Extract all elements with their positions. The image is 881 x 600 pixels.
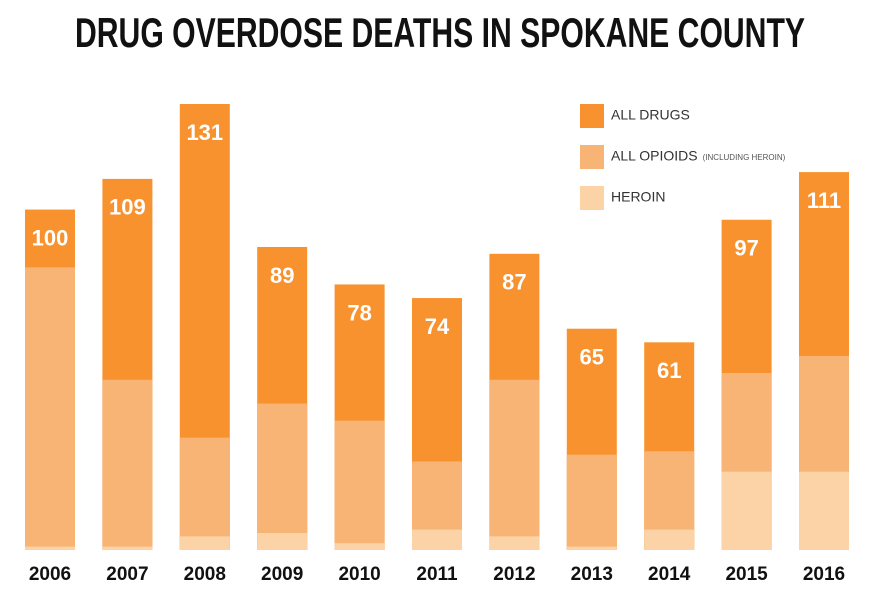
bar: [412, 529, 462, 550]
legend-swatch: [580, 186, 604, 210]
legend-note: (INCLUDING HEROIN): [703, 153, 786, 162]
bar: [257, 532, 308, 550]
data-label: 109: [109, 195, 146, 220]
bar: [334, 543, 385, 550]
data-label: 111: [807, 188, 841, 213]
data-label: 89: [270, 263, 294, 288]
bar: [179, 536, 230, 550]
bar: [179, 437, 230, 550]
x-tick-label: 2009: [261, 564, 303, 585]
bar: [257, 403, 308, 550]
legend-swatch: [580, 104, 604, 128]
data-label: 87: [502, 270, 526, 295]
x-tick-label: 2010: [338, 564, 380, 585]
legend-swatch: [580, 145, 604, 169]
chart-title: DRUG OVERDOSE DEATHS IN SPOKANE COUNTY: [75, 9, 805, 56]
bar: [799, 471, 849, 550]
data-label: 74: [425, 314, 450, 339]
bar: [566, 454, 617, 550]
bar: [489, 536, 540, 550]
x-tick-label: 2015: [725, 564, 768, 585]
bar: [102, 379, 153, 550]
data-label: 65: [580, 345, 604, 370]
x-tick-label: 2016: [803, 564, 845, 585]
bar: [721, 471, 772, 550]
legend-label: ALL DRUGS: [611, 107, 690, 123]
bar: [25, 267, 75, 550]
legend-label: ALL OPIOIDS: [611, 148, 698, 164]
x-tick-label: 2011: [416, 564, 458, 585]
x-tick-label: 2014: [648, 564, 691, 585]
bar: [566, 546, 617, 550]
x-tick-label: 2006: [29, 564, 71, 585]
data-label: 78: [347, 300, 371, 325]
x-tick-label: 2013: [571, 564, 613, 585]
bar: [334, 420, 385, 550]
bar: [25, 546, 75, 550]
bar: [644, 529, 695, 550]
data-label: 100: [32, 225, 69, 250]
bar: [102, 546, 153, 550]
legend-label: HEROIN: [611, 189, 665, 205]
x-tick-label: 2008: [184, 564, 226, 585]
data-label: 97: [734, 236, 758, 261]
bar: [489, 379, 540, 550]
x-tick-label: 2007: [106, 564, 148, 585]
data-label: 61: [657, 358, 681, 383]
x-tick-label: 2012: [493, 564, 535, 585]
data-label: 131: [186, 120, 223, 145]
